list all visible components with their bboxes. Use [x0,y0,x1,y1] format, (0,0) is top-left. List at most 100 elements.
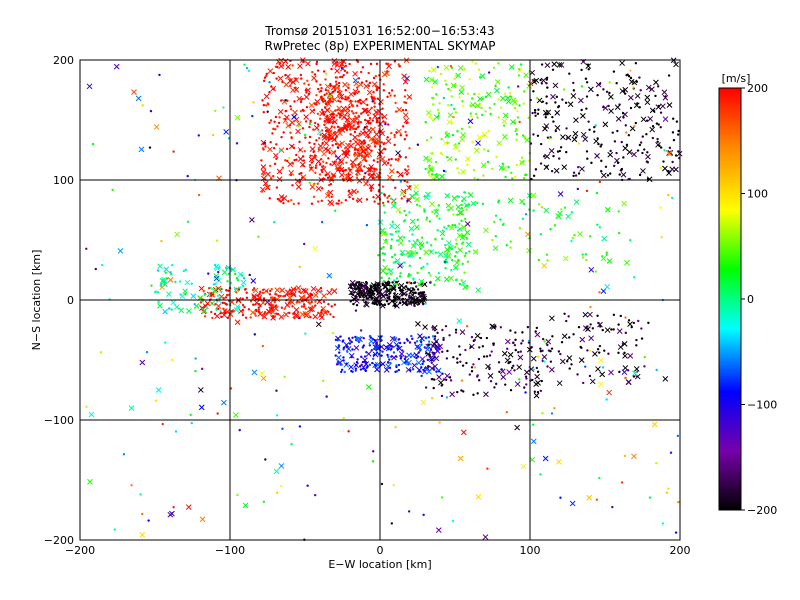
scatter-dot [363,355,367,358]
scatter-dot [310,300,313,304]
scatter-cross [370,282,377,288]
scatter-cross [552,82,559,89]
scatter-dot [335,167,338,171]
scatter-dot [416,143,420,146]
scatter-cross [312,245,319,252]
scatter-cross [573,199,580,205]
scatter-dot [425,218,428,221]
scatter-dot [262,103,266,107]
scatter-dot [606,174,610,177]
scatter-dot [448,376,452,379]
scatter-dot [515,133,519,136]
scatter-dot [303,149,306,153]
scatter-cross [331,61,338,67]
scatter-cross [458,209,465,216]
scatter-dot [400,197,403,200]
scatter-dot [303,82,306,85]
scatter-dot [266,110,269,113]
scatter-cross [221,269,228,276]
scatter-cross [470,102,476,108]
scatter-dot [454,84,458,87]
scatter-dot [384,238,388,242]
scatter-cross [446,155,453,162]
scatter-dot [225,289,228,292]
scatter-dot [454,143,457,146]
scatter-dot [410,281,413,285]
scatter-dot [376,97,380,100]
scatter-dot [288,296,292,299]
scatter-dot [326,191,329,194]
scatter-cross [561,164,568,171]
scatter-dot [363,291,366,295]
scatter-dot [244,287,247,291]
scatter-cross [214,313,221,320]
scatter-dot [535,97,539,100]
scatter-dot [386,196,389,199]
scatter-dot [337,84,341,88]
scatter-dot [364,118,367,122]
scatter-dot [413,281,417,284]
scatter-cross [363,83,370,90]
scatter-dot [290,442,293,446]
scatter-dot [424,336,427,339]
scatter-dot [612,328,615,331]
scatter-dot [337,95,340,98]
scatter-dot [384,290,387,293]
scatter-dot [450,103,453,107]
scatter-dot [350,355,353,359]
scatter-cross [416,367,423,373]
scatter-dot [416,218,419,221]
scatter-dot [387,355,390,359]
scatter-dot [339,100,342,103]
scatter-dot [494,325,497,328]
scatter-cross [487,372,494,379]
scatter-dot [590,161,593,165]
scatter-dot [465,324,469,328]
scatter-cross [299,161,306,168]
scatter-dot [500,106,503,109]
scatter-cross [416,344,423,351]
scatter-dot [331,331,335,335]
scatter-cross [517,354,524,361]
scatter-dot [399,288,402,291]
scatter-dot [540,206,544,209]
scatter-dot [380,354,383,357]
scatter-dot [381,201,385,205]
scatter-dot [433,353,436,356]
scatter-dot [214,282,217,286]
scatter-dot [354,367,358,370]
scatter-dot [296,310,300,314]
scatter-dot [338,89,341,92]
scatter-cross [413,352,420,358]
scatter-dot [323,106,327,109]
scatter-dot [359,70,363,74]
scatter-cross [315,185,322,192]
scatter-dot [344,95,347,99]
scatter-dot [274,304,278,307]
scatter-cross [457,209,463,216]
scatter-cross [458,89,465,95]
scatter-dot [300,171,303,175]
scatter-dot [352,165,355,168]
scatter-cross [292,109,298,116]
scatter-dot [524,213,528,216]
scatter-dot [624,316,627,319]
scatter-dot [315,60,319,64]
scatter-dot [617,210,620,213]
scatter-dot [594,124,597,127]
scatter-dot [336,339,339,342]
scatter-dot [324,78,327,81]
scatter-dot [308,141,311,144]
scatter-dot [465,208,468,211]
scatter-dot [368,117,372,120]
scatter-dot [402,236,406,239]
scatter-dot [268,293,272,296]
scatter-cross [494,79,501,85]
scatter-dot [372,450,375,453]
scatter-dot [367,143,370,147]
scatter-dot [275,157,278,160]
scatter-dot [440,496,444,499]
scatter-cross [276,168,283,175]
scatter-dot [463,191,466,194]
scatter-dot [509,388,513,392]
